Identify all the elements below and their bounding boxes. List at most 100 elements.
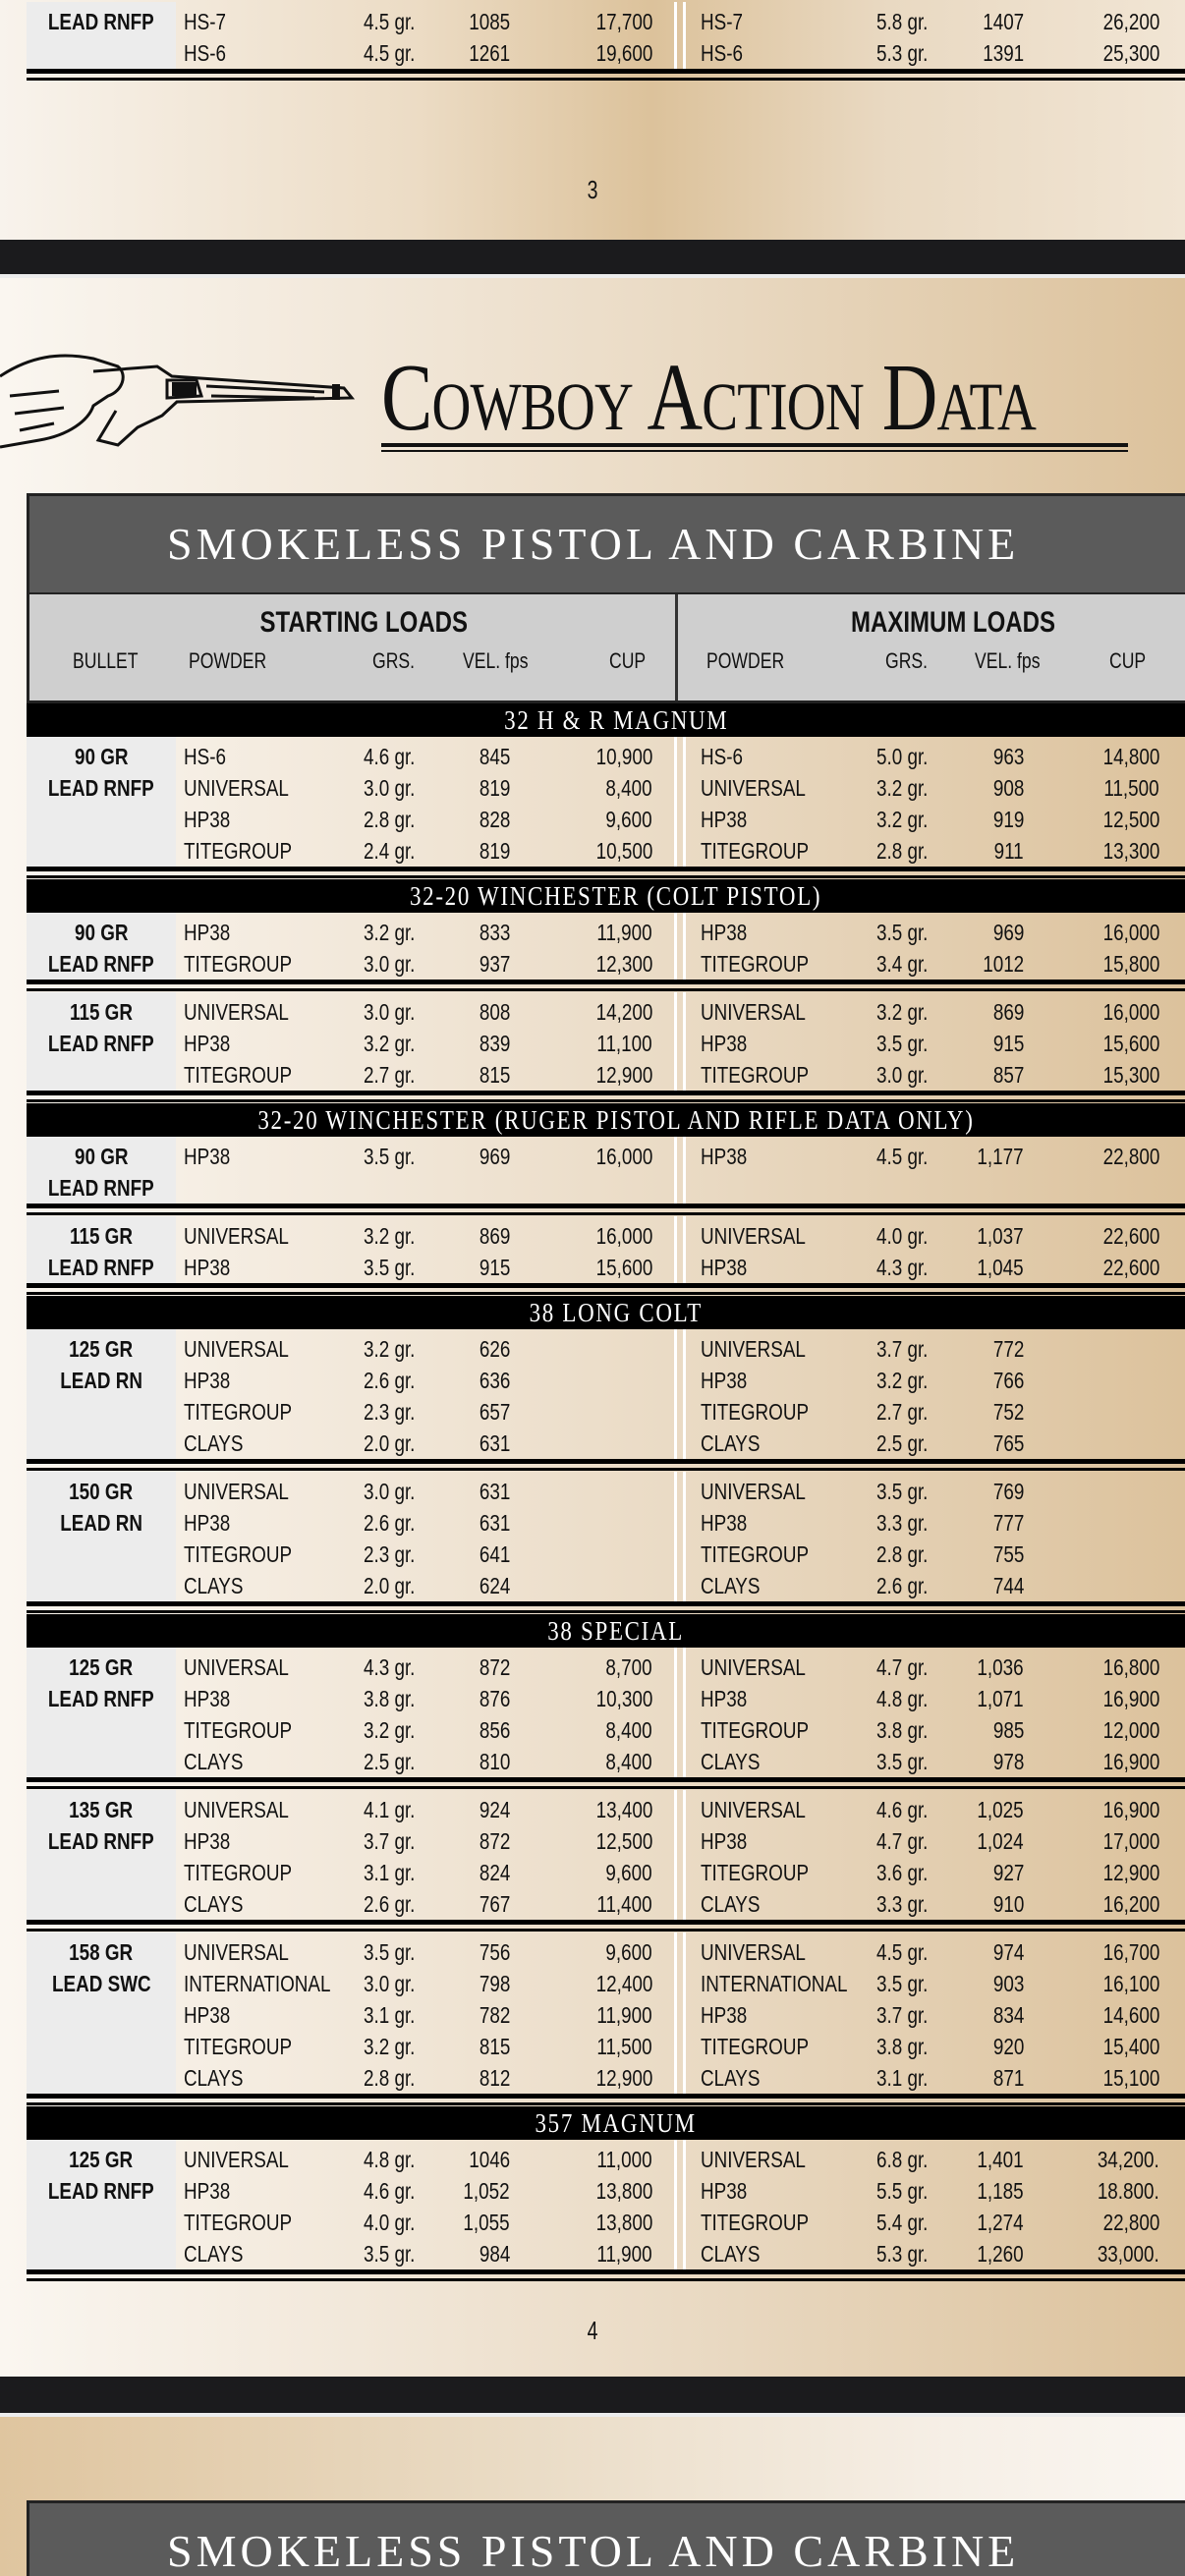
cell-cup: 12,900 [595,2065,652,2091]
cell-max-grs: 5.4 gr. [876,2210,929,2235]
table-row: TITEGROUP 2.3 gr. 657 TITEGROUP 2.7 gr. 752 [27,1396,1185,1428]
cell-max-grs: 4.8 gr. [876,1686,929,1711]
cell-powder: UNIVERSAL [184,1797,289,1822]
col-powder: POWDER [189,648,267,673]
bullet-group: 115 GR UNIVERSAL 3.0 gr. 808 14,200 UNIVERSAL… [27,992,1185,1091]
table-row: 115 GR UNIVERSAL 3.2 gr. 869 16,000 UNIVERSAL… [27,1220,1185,1252]
cell-grs: 2.0 gr. [364,1573,416,1598]
cell-powder: TITEGROUP [184,2210,293,2235]
cell-max-powder: UNIVERSAL [701,1479,806,1504]
cell-vel: 819 [479,838,510,864]
cell-vel: 924 [479,1797,510,1822]
cell-max-cup: 16,000 [1102,999,1159,1025]
cell-grs: 3.0 gr. [364,1479,416,1504]
table-row: LEAD RNFP HP38 3.5 gr. 915 15,600 HP38 4.3 gr.… [27,1252,1185,1283]
cell-grs: 2.5 gr. [364,1749,416,1774]
table-row: LEAD RNFP HP38 3.7 gr. 872 12,500 HP38 4.7 gr.… [27,1825,1185,1857]
table-row: 135 GR UNIVERSAL 4.1 gr. 924 13,400 UNIVERSAL… [27,1794,1185,1825]
bullet-label: 125 GR [69,1654,134,1680]
cell-grs: 2.8 gr. [364,2065,416,2091]
table-row: TITEGROUP 2.7 gr. 815 12,900 TITEGROUP 3.0 gr… [27,1059,1185,1091]
cell-grs: 2.3 gr. [364,1399,416,1425]
cell-cup: 9,600 [605,807,652,832]
cell-powder: CLAYS [184,1891,244,1917]
cell-max-cup: 15,100 [1102,2065,1159,2091]
cell-max-cup: 15,400 [1102,2034,1159,2059]
bullet-label: LEAD RN [60,1510,142,1536]
table-row: CLAYS 3.5 gr. 984 11,900 CLAYS 5.3 gr. 1,260 33… [27,2238,1185,2269]
cell-cup: 19,600 [595,40,652,66]
page-heading: Cowboy Action Data [381,349,1128,452]
table-row: TITEGROUP 3.2 gr. 856 8,400 TITEGROUP 3.8 gr.… [27,1714,1185,1746]
bullet-label: 125 GR [69,2147,134,2172]
cell-max-powder: UNIVERSAL [701,999,806,1025]
page-5: SMOKELESS PISTOL AND CARBINE [0,2417,1185,2576]
double-rule [27,1091,1185,1103]
column-divider [674,913,686,980]
cell-max-powder: CLAYS [701,1430,761,1456]
cell-vel: 626 [479,1336,510,1362]
cell-max-vel: 1391 [983,40,1024,66]
cell-powder: UNIVERSAL [184,1336,289,1362]
cell-max-vel: 963 [992,744,1024,769]
bullet-group: 158 GR UNIVERSAL 3.5 gr. 756 9,600 UNIVERSAL 4… [27,1932,1185,2094]
table-row: LEAD RN HP38 2.6 gr. 631 HP38 3.3 gr. 777 [27,1507,1185,1539]
cell-cup: 11,900 [596,920,652,945]
cell-cup: 17,700 [595,9,652,34]
bullet-group: 125 GR UNIVERSAL 3.2 gr. 626 UNIVERSAL 3.7 gr… [27,1329,1185,1459]
cell-grs: 4.6 gr. [364,2178,416,2204]
bullet-label: 115 GR [70,1223,133,1249]
cell-cup: 13,800 [595,2178,652,2204]
double-rule [27,980,1185,992]
cell-max-powder: TITEGROUP [701,951,810,977]
cell-max-cup: 15,800 [1102,951,1159,977]
bullet-label: LEAD RNFP [48,775,154,801]
table-row: TITEGROUP 2.4 gr. 819 10,500 TITEGROUP 2.8 gr… [27,835,1185,867]
cell-grs: 3.2 gr. [364,1031,416,1056]
cell-max-vel: 772 [992,1336,1024,1362]
caliber-section-header: 32 H & R MAGNUM [27,703,1185,737]
double-rule [27,2094,1185,2106]
cell-vel: 833 [479,920,510,945]
cell-cup: 9,600 [605,1860,652,1885]
cell-max-cup: 22,800 [1102,2210,1159,2235]
col-cup: CUP [609,648,647,673]
cell-vel: 969 [479,1144,510,1169]
cell-max-cup: 18.800. [1098,2178,1159,2204]
cell-max-powder: HP38 [701,1368,748,1393]
cell-max-grs: 2.7 gr. [876,1399,929,1425]
cell-max-vel: 1,401 [977,2147,1024,2172]
cell-vel: 872 [479,1654,510,1680]
cell-powder: INTERNATIONAL [184,1971,331,1996]
table-row: CLAYS 2.0 gr. 624 CLAYS 2.6 gr. 744 [27,1570,1185,1601]
col-vel: VEL. fps [463,648,529,673]
cell-powder: TITEGROUP [184,1541,293,1567]
cell-max-cup: 15,300 [1102,1062,1159,1088]
cell-powder: HP38 [184,920,231,945]
cell-powder: TITEGROUP [184,1717,293,1743]
cell-cup: 11,100 [596,1031,652,1056]
cell-max-cup: 22,600 [1102,1255,1159,1280]
cell-max-grs: 5.3 gr. [876,2241,929,2267]
cell-cup: 15,600 [595,1255,652,1280]
cell-max-vel: 765 [992,1430,1024,1456]
cell-max-grs: 3.3 gr. [876,1891,929,1917]
table-row: CLAYS 2.5 gr. 810 8,400 CLAYS 3.5 gr. 978 16,90… [27,1746,1185,1777]
double-rule [27,1920,1185,1932]
cell-max-grs: 3.5 gr. [876,1749,929,1774]
table-title: SMOKELESS PISTOL AND CARBINE [27,493,1185,595]
cell-max-grs: 4.6 gr. [876,1797,929,1822]
cell-max-vel: 1,071 [977,1686,1024,1711]
table-row: LEAD RNFP UNIVERSAL 3.0 gr. 819 8,400 UNIVERS… [27,772,1185,804]
bullet-label: LEAD RNFP [48,9,154,34]
cell-powder: UNIVERSAL [184,1654,289,1680]
table-row: LEAD RN HP38 2.6 gr. 636 HP38 3.2 gr. 766 [27,1365,1185,1396]
cell-vel: 1085 [469,9,510,34]
cell-grs: 3.1 gr. [364,2002,416,2028]
cell-vel: 1,052 [463,2178,510,2204]
cell-grs: 4.8 gr. [364,2147,416,2172]
double-rule [27,69,1185,82]
cell-cup: 8,400 [605,775,652,801]
cell-max-vel: 1,037 [977,1223,1024,1249]
bullet-group: 115 GR UNIVERSAL 3.2 gr. 869 16,000 UNIVERSAL… [27,1216,1185,1283]
